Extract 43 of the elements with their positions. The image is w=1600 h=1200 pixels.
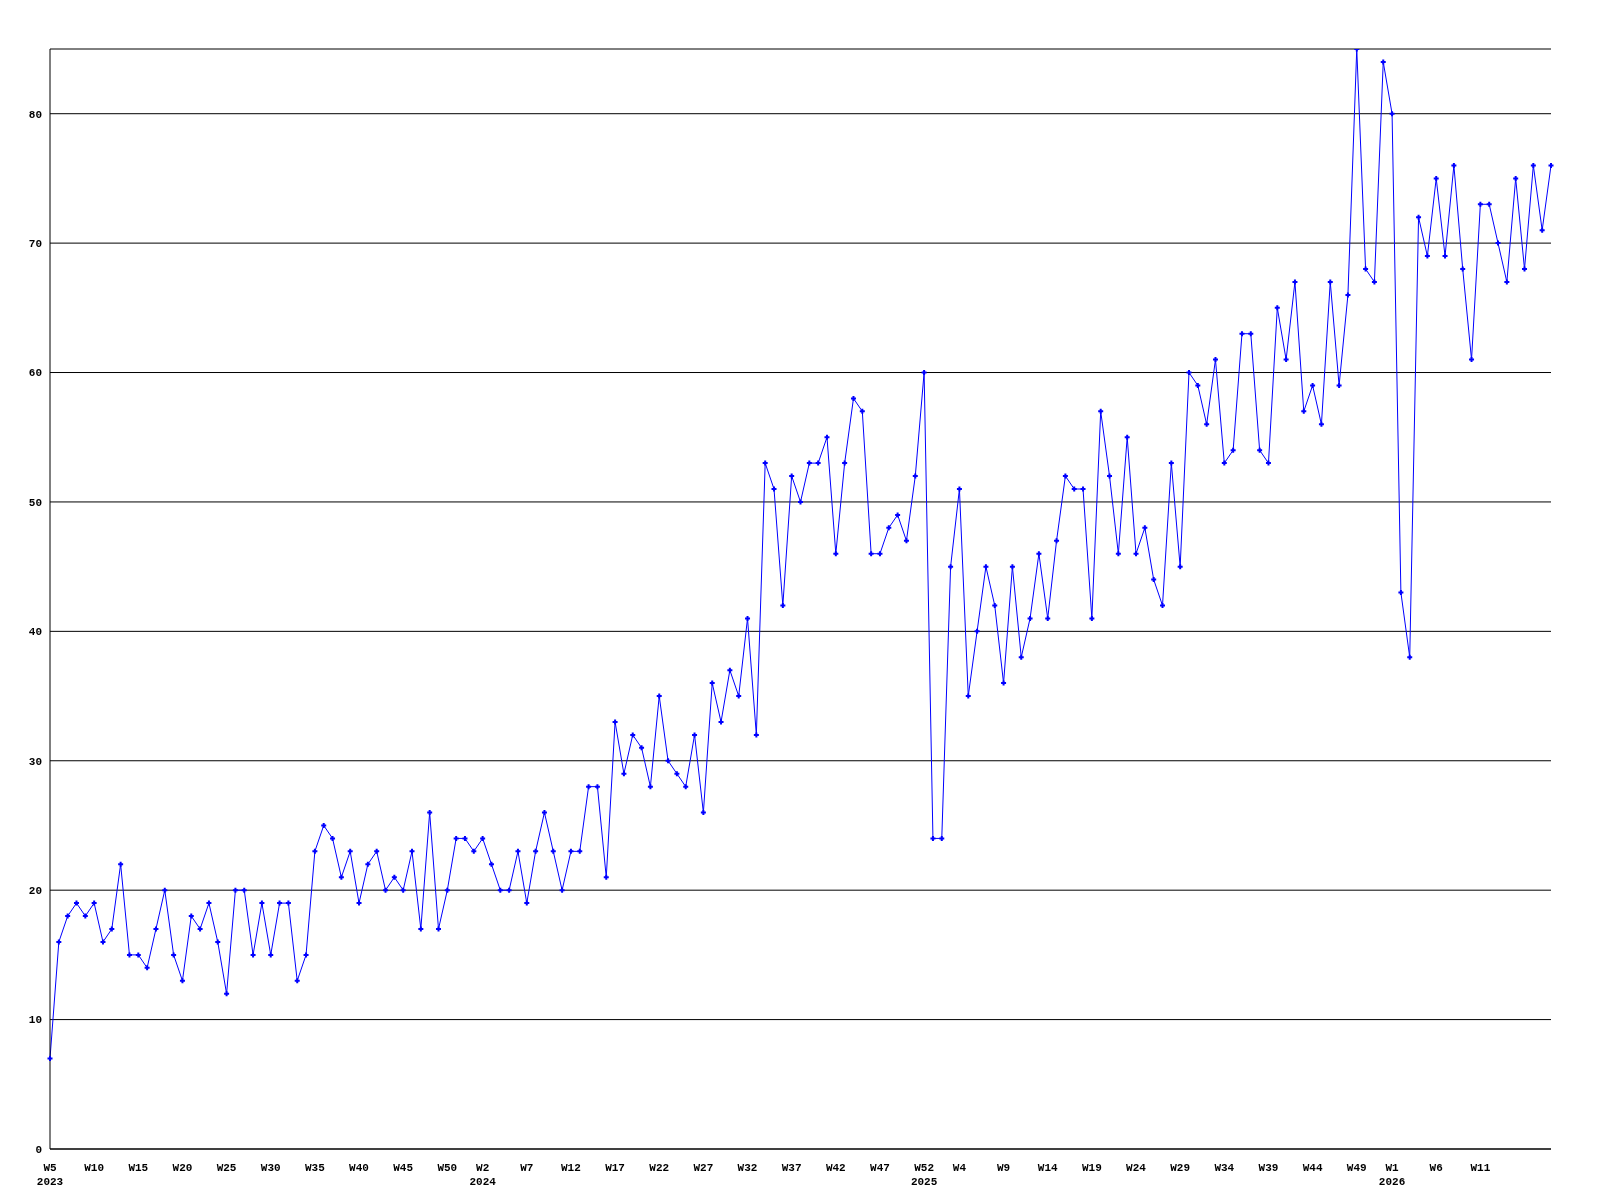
y-tick-label: 50 [28, 496, 42, 509]
x-tick-label: W25 [216, 1161, 237, 1174]
x-tick-label: W10 [84, 1161, 105, 1174]
x-tick-label: W5 2023 [36, 1161, 64, 1189]
y-tick-label: 60 [28, 367, 42, 380]
x-tick-label: W34 [1214, 1161, 1235, 1174]
x-tick-label: W30 [260, 1161, 281, 1174]
x-tick-label: W1 2026 [1378, 1161, 1406, 1189]
x-tick-label: W4 [952, 1161, 967, 1174]
x-tick-label: W14 [1037, 1161, 1059, 1174]
y-tick-label: 40 [28, 626, 42, 639]
x-tick-label: W7 [520, 1161, 534, 1174]
x-tick-label: W37 [781, 1161, 802, 1174]
x-tick-label: W44 [1302, 1161, 1323, 1174]
y-tick-label: 20 [28, 885, 42, 898]
x-tick-label: W29 [1170, 1161, 1191, 1174]
y-tick-label: 0 [35, 1143, 42, 1156]
x-tick-label: W40 [349, 1161, 369, 1174]
x-tick-label: W35 [304, 1161, 326, 1174]
x-tick-label: W17 [605, 1161, 625, 1174]
x-tick-label: W49 [1346, 1161, 1367, 1174]
x-tick-label: W12 [561, 1161, 581, 1174]
x-tick-label: W9 [996, 1161, 1011, 1174]
x-tick-label: W6 [1429, 1161, 1443, 1174]
x-tick-label: W45 [393, 1161, 414, 1174]
x-tick-label: W24 [1126, 1161, 1147, 1174]
y-tick-label: 10 [28, 1014, 42, 1027]
x-tick-label: W19 [1081, 1161, 1102, 1174]
y-tick-label: 30 [28, 755, 42, 768]
y-tick-label: 80 [28, 108, 42, 121]
x-tick-label: W2 2024 [469, 1161, 497, 1189]
x-tick-label: W20 [172, 1161, 193, 1174]
x-tick-label: W15 [128, 1161, 149, 1174]
x-tick-label: W47 [870, 1161, 890, 1174]
x-tick-label: W50 [437, 1161, 458, 1174]
x-tick-label: W52 2025 [910, 1161, 938, 1189]
x-tick-label: W42 [825, 1161, 846, 1174]
x-tick-label: W11 [1470, 1161, 1491, 1174]
x-tick-label: W32 [737, 1161, 758, 1174]
x-tick-label: W39 [1258, 1161, 1279, 1174]
x-tick-label: W27 [693, 1161, 714, 1174]
x-tick-label: W22 [649, 1161, 670, 1174]
y-tick-label: 70 [28, 238, 42, 251]
